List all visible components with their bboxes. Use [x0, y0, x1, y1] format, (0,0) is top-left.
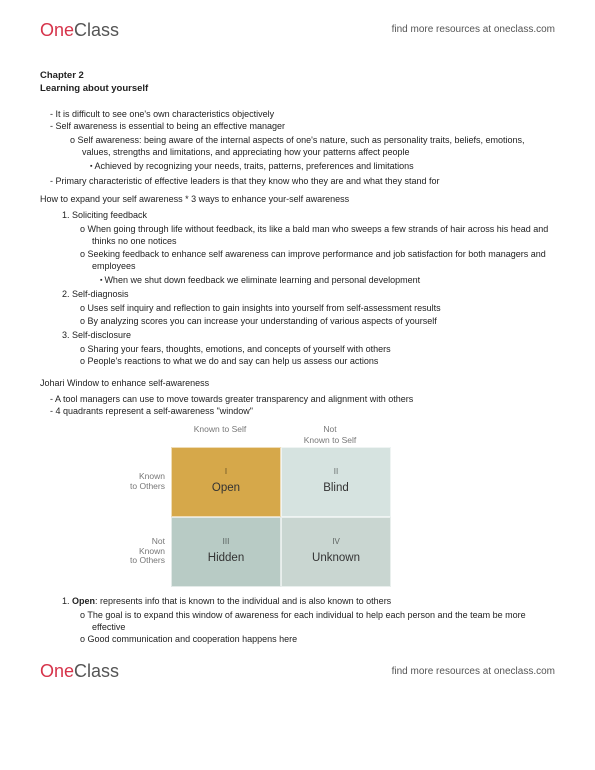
logo-class: Class: [74, 659, 119, 683]
chapter-title: Chapter 2: [40, 70, 555, 83]
johari-label: Johari Window to enhance self-awareness: [40, 377, 555, 389]
logo-class: Class: [74, 18, 119, 42]
sub-sub-item: When we shut down feedback we eliminate …: [112, 274, 555, 286]
johari-intro-item: 4 quadrants represent a self-awareness "…: [62, 405, 555, 417]
q-num: III: [223, 537, 230, 548]
q-num: IV: [332, 537, 340, 548]
quadrant-open: I Open: [171, 447, 281, 517]
footer-logo: OneClass: [40, 659, 119, 683]
sub-list: Uses self inquiry and reflection to gain…: [72, 302, 555, 326]
johari-row-2: Not Known to Others III Hidden IV Unknow…: [95, 517, 395, 587]
johari-row-1: Known to Others I Open II Blind: [95, 447, 395, 517]
intro-item: Primary characteristic of effective lead…: [62, 175, 555, 187]
open-def-item: Open: represents info that is known to t…: [72, 595, 555, 646]
johari-intro-list: A tool managers can use to move towards …: [40, 393, 555, 417]
open-label: Open: [72, 596, 95, 606]
quadrant-unknown: IV Unknown: [281, 517, 391, 587]
col2-line2: Known to Self: [304, 435, 356, 445]
header: OneClass find more resources at oneclass…: [40, 18, 555, 42]
way-title: Self-disclosure: [72, 330, 131, 340]
sub-list: The goal is to expand this window of awa…: [72, 609, 555, 645]
sub-list: Self awareness: being aware of the inter…: [62, 134, 555, 173]
way-item: Self-disclosure Sharing your fears, thou…: [72, 329, 555, 367]
ways-list: Soliciting feedback When going through l…: [40, 209, 555, 367]
sub-text: Self awareness: being aware of the inter…: [78, 135, 525, 157]
q-num: II: [334, 467, 338, 478]
sub-list: When going through life without feedback…: [72, 223, 555, 286]
intro-item: Self awareness is essential to being an …: [62, 120, 555, 173]
page: OneClass find more resources at oneclass…: [0, 0, 595, 770]
sub-item: Self awareness: being aware of the inter…: [82, 134, 555, 173]
chapter-subtitle: Learning about yourself: [40, 83, 555, 96]
intro-text: Self awareness is essential to being an …: [56, 121, 285, 131]
logo-one: One: [40, 659, 74, 683]
sub-text: Seeking feedback to enhance self awarene…: [88, 249, 546, 271]
sub-list: Sharing your fears, thoughts, emotions, …: [72, 343, 555, 367]
open-list: Open: represents info that is known to t…: [40, 595, 555, 646]
sub-item: Sharing your fears, thoughts, emotions, …: [92, 343, 555, 355]
row1-l1: Known: [139, 471, 165, 481]
sub-item: The goal is to expand this window of awa…: [92, 609, 555, 633]
intro-list: It is difficult to see one's own charact…: [40, 108, 555, 187]
johari-intro-item: A tool managers can use to move towards …: [62, 393, 555, 405]
expand-label: How to expand your self awareness * 3 wa…: [40, 193, 555, 205]
col-header-known: Known to Self: [165, 424, 275, 447]
header-link[interactable]: find more resources at oneclass.com: [392, 23, 555, 37]
way-title: Self-diagnosis: [72, 289, 129, 299]
sub-sub-list: When we shut down feedback we eliminate …: [92, 274, 555, 286]
footer-link[interactable]: find more resources at oneclass.com: [392, 665, 555, 679]
quadrant-hidden: III Hidden: [171, 517, 281, 587]
q-num: I: [225, 467, 227, 478]
intro-item: It is difficult to see one's own charact…: [62, 108, 555, 120]
q-label: Hidden: [208, 551, 244, 567]
quadrant-blind: II Blind: [281, 447, 391, 517]
sub-item: Good communication and cooperation happe…: [92, 633, 555, 645]
q-label: Unknown: [312, 551, 360, 567]
footer: OneClass find more resources at oneclass…: [40, 659, 555, 683]
spacer: [95, 424, 165, 447]
row2-l3: to Others: [130, 555, 165, 565]
way-title: Soliciting feedback: [72, 210, 147, 220]
sub-item: Seeking feedback to enhance self awarene…: [92, 248, 555, 287]
sub-sub-item: Achieved by recognizing your needs, trai…: [102, 160, 555, 172]
q-label: Open: [212, 481, 240, 497]
johari-window: Known to Self Not Known to Self Known to…: [95, 424, 395, 587]
row2-l2: Known: [139, 546, 165, 556]
logo-one: One: [40, 18, 74, 42]
way-item: Soliciting feedback When going through l…: [72, 209, 555, 286]
sub-item: When going through life without feedback…: [92, 223, 555, 247]
sub-item: People's reactions to what we do and say…: [92, 355, 555, 367]
col-header-not-known: Not Known to Self: [275, 424, 385, 447]
row-header-known: Known to Others: [95, 472, 171, 492]
col2-line1: Not: [323, 424, 336, 434]
row1-l2: to Others: [130, 481, 165, 491]
q-label: Blind: [323, 481, 349, 497]
open-text: : represents info that is known to the i…: [95, 596, 391, 606]
row-header-not-known: Not Known to Others: [95, 537, 171, 566]
sub-item: By analyzing scores you can increase you…: [92, 315, 555, 327]
row2-l1: Not: [152, 536, 165, 546]
johari-col-headers: Known to Self Not Known to Self: [95, 424, 395, 447]
sub-item: Uses self inquiry and reflection to gain…: [92, 302, 555, 314]
way-item: Self-diagnosis Uses self inquiry and ref…: [72, 288, 555, 326]
logo: OneClass: [40, 18, 119, 42]
sub-sub-list: Achieved by recognizing your needs, trai…: [82, 160, 555, 172]
